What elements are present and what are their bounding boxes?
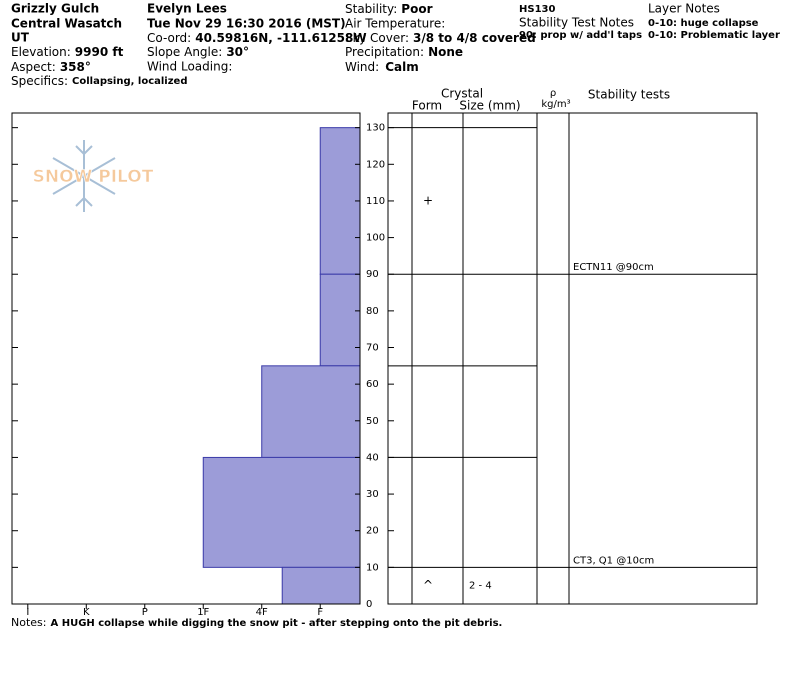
test-label: ECTN11 @90cm — [573, 262, 654, 273]
value: 30° — [226, 45, 249, 59]
column-heading: Form — [412, 99, 442, 113]
specifics: Specifics: Collapsing, localized — [11, 74, 188, 88]
column-heading: Stability tests — [588, 88, 670, 102]
hardness-bar — [319, 127, 361, 275]
layer-note: 0-10: huge collapse — [648, 18, 759, 29]
date: Tue Nov 29 16:30 2016 (MST) — [147, 17, 346, 31]
value: None — [428, 45, 463, 59]
label: Slope Angle: — [147, 45, 222, 59]
x-tick-label: F — [317, 607, 323, 618]
test-note: 90: prop w/ add'l taps — [519, 30, 642, 41]
value: Calm — [385, 60, 419, 74]
y-tick-label: 110 — [366, 196, 385, 207]
y-tick-label: 130 — [366, 123, 385, 134]
x-tick-label: I — [26, 607, 29, 618]
label: Wind: — [345, 60, 379, 74]
y-tick-label: 10 — [366, 562, 379, 573]
site-name: Grizzly Gulch — [11, 2, 99, 16]
observer: Evelyn Lees — [147, 2, 227, 16]
table-frame — [387, 112, 758, 605]
wind: Wind: Calm — [345, 60, 419, 74]
x-tick-label: 1F — [197, 607, 209, 618]
hardness-bar — [319, 273, 361, 367]
column-heading: Crystal — [441, 87, 483, 101]
crystal-size: 2 - 4 — [469, 581, 492, 592]
watermark — [52, 140, 116, 212]
value: 358° — [60, 60, 91, 74]
site-range: Central Wasatch — [11, 17, 122, 31]
label: Aspect: — [11, 60, 56, 74]
value: A HUGH collapse while digging the snow p… — [50, 618, 502, 629]
coord: Co-ord: 40.59816N, -111.61258W — [147, 31, 367, 45]
value: 40.59816N, -111.61258W — [195, 31, 366, 45]
hardness-bar — [261, 365, 361, 458]
watermark-text: SNOW PILOT — [33, 167, 154, 187]
y-tick-label: 90 — [366, 269, 379, 280]
value: Poor — [401, 2, 432, 16]
hardness-bar — [202, 456, 361, 568]
value: 9990 ft — [75, 45, 124, 59]
plot-frame — [11, 112, 361, 605]
hardness-bar — [281, 566, 361, 605]
test-notes-title: Stability Test Notes — [519, 16, 634, 30]
column-heading: Size (mm) — [459, 99, 520, 113]
y-tick-label: 120 — [366, 159, 385, 170]
test-label: CT3, Q1 @10cm — [573, 555, 654, 566]
crystal-form: ^ — [423, 578, 433, 592]
column-heading: kg/m³ — [541, 99, 570, 110]
notes: Notes: A HUGH collapse while digging the … — [11, 616, 502, 629]
hs: HS130 — [519, 4, 555, 15]
crystal-form: + — [423, 193, 433, 207]
site-state: UT — [11, 31, 30, 45]
column-heading: ρ — [550, 88, 556, 99]
sky-cover: Sky Cover: 3/8 to 4/8 covered — [345, 31, 536, 45]
label: Notes: — [11, 616, 46, 629]
y-tick-label: 40 — [366, 452, 379, 463]
y-tick-label: 20 — [366, 526, 379, 537]
aspect: Aspect: 358° — [11, 60, 91, 74]
label: Sky Cover: — [345, 31, 409, 45]
x-tick-label: P — [142, 607, 148, 618]
value: 3/8 to 4/8 covered — [413, 31, 536, 45]
y-tick-label: 80 — [366, 306, 379, 317]
layer-note: 0-10: Problematic layer — [648, 30, 780, 41]
label: Specifics: — [11, 74, 68, 88]
y-tick-label: 50 — [366, 416, 379, 427]
slope: Slope Angle: 30° — [147, 45, 249, 59]
x-tick-label: 4F — [256, 607, 268, 618]
y-tick-label: 60 — [366, 379, 379, 390]
y-tick-label: 0 — [366, 599, 372, 610]
elevation: Elevation: 9990 ft — [11, 45, 124, 59]
air-temp: Air Temperature: — [345, 17, 445, 31]
y-tick-label: 100 — [366, 233, 385, 244]
label: Stability: — [345, 2, 397, 16]
y-tick-label: 30 — [366, 489, 379, 500]
header: Grizzly Gulch Central Wasatch UT Elevati… — [11, 2, 780, 88]
stability: Stability: Poor — [345, 2, 433, 16]
label: Co-ord: — [147, 31, 191, 45]
value: Collapsing, localized — [72, 76, 188, 87]
precip: Precipitation: None — [345, 45, 463, 59]
layer-notes-title: Layer Notes — [648, 2, 720, 16]
label: Elevation: — [11, 45, 71, 59]
y-tick-label: 70 — [366, 343, 379, 354]
wind-loading: Wind Loading: — [147, 60, 232, 74]
x-tick-label: K — [83, 607, 90, 618]
label: Precipitation: — [345, 45, 424, 59]
